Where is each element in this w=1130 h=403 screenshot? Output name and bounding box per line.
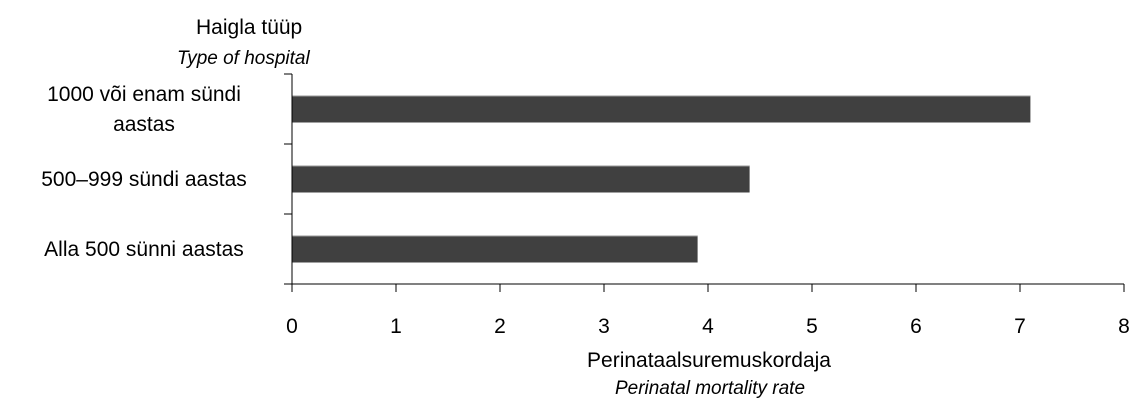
bar-1 [292, 95, 1031, 123]
x-tick-label-6: 6 [910, 315, 922, 338]
x-tick-label-5: 5 [806, 315, 818, 338]
category-label-line: 500–999 sündi aastas [41, 168, 247, 191]
category-label-line: Alla 500 sünni aastas [44, 238, 244, 261]
category-label-3: Alla 500 sünni aastas [44, 238, 244, 261]
x-tick-label-2: 2 [494, 315, 506, 338]
x-tick-label-0: 0 [286, 315, 298, 338]
x-tick-label-1: 1 [390, 315, 402, 338]
axes [284, 73, 1125, 292]
y-axis-title-english: Type of hospital [177, 48, 311, 69]
category-label-line: 1000 või enam sündi [47, 83, 241, 106]
y-axis-title: Haigla tüüp [196, 16, 302, 39]
x-tick-label-3: 3 [598, 315, 610, 338]
bar-3 [292, 235, 698, 263]
x-tick-label-4: 4 [702, 315, 714, 338]
category-label-line: aastas [113, 113, 175, 136]
category-label-1: 1000 või enam sündi aastas [47, 83, 241, 136]
x-tick-labels: 0 1 2 3 4 5 6 7 8 [286, 315, 1130, 338]
x-tick-label-8: 8 [1118, 315, 1130, 338]
bar-2 [292, 165, 750, 193]
category-label-2: 500–999 sündi aastas [41, 168, 247, 191]
category-labels: 1000 või enam sündi aastas 500–999 sündi a… [41, 83, 247, 261]
x-axis-title: Perinataalsuremuskordaja [587, 349, 831, 372]
x-tick-label-7: 7 [1014, 315, 1026, 338]
x-axis-title-english: Perinatal mortality rate [615, 378, 805, 399]
bars [292, 95, 1031, 263]
